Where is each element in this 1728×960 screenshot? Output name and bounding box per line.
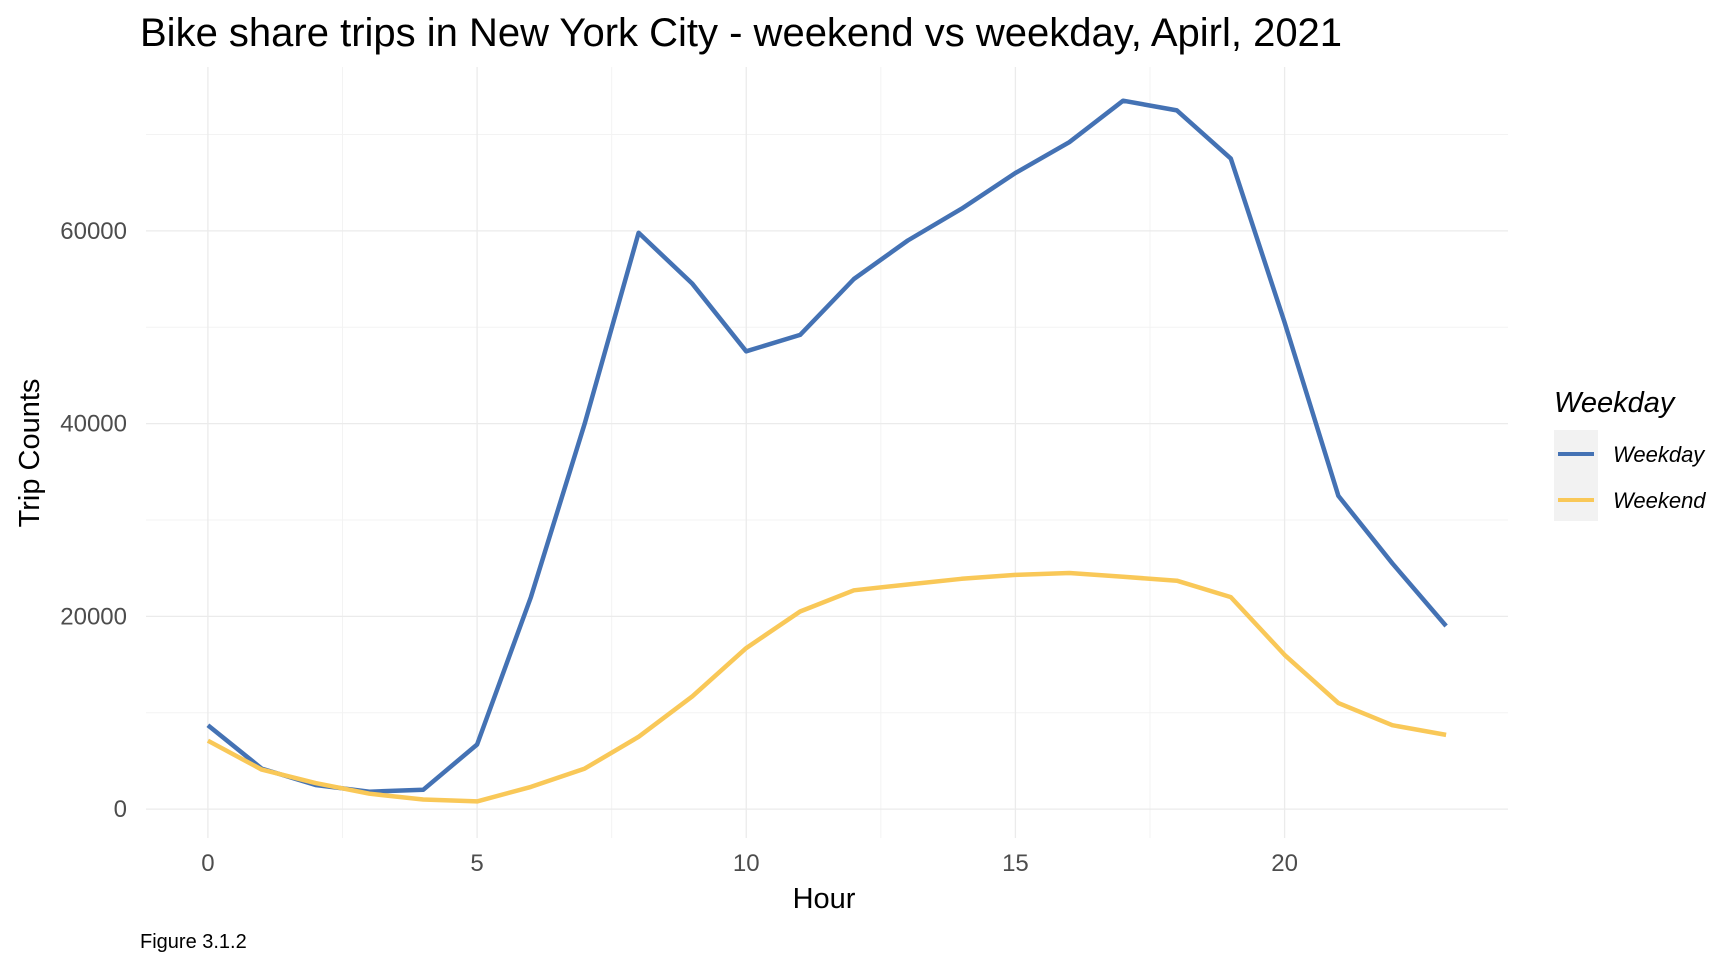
x-tick-label: 15	[1002, 850, 1029, 877]
y-tick-label: 40000	[60, 411, 127, 438]
x-axis-title: Hour	[793, 883, 856, 915]
legend-key-background	[1554, 430, 1598, 521]
x-tick-label: 10	[733, 850, 760, 877]
y-tick-label: 0	[114, 796, 127, 823]
series-line-weekday	[206, 98, 1448, 794]
legend: Weekday Weekday Weekend	[1554, 387, 1706, 521]
series-lines	[206, 98, 1448, 804]
figure-caption: Figure 3.1.2	[140, 931, 247, 953]
major-gridlines	[146, 67, 1508, 838]
x-tick-label: 0	[201, 850, 214, 877]
legend-title: Weekday	[1554, 387, 1676, 419]
minor-gridlines	[146, 67, 1508, 838]
legend-label-weekday: Weekday	[1613, 442, 1706, 467]
x-tick-label: 20	[1271, 850, 1298, 877]
legend-label-weekend: Weekend	[1613, 488, 1706, 513]
series-line-weekend	[206, 570, 1447, 804]
chart-title: Bike share trips in New York City - week…	[140, 11, 1342, 55]
y-axis-ticks: 0 20000 40000 60000	[60, 218, 127, 823]
y-tick-label: 20000	[60, 603, 127, 630]
x-axis-ticks: 0 5 10 15 20	[201, 850, 1298, 877]
y-axis-title: Trip Counts	[14, 379, 46, 528]
x-tick-label: 5	[470, 850, 483, 877]
y-tick-label: 60000	[60, 218, 127, 245]
